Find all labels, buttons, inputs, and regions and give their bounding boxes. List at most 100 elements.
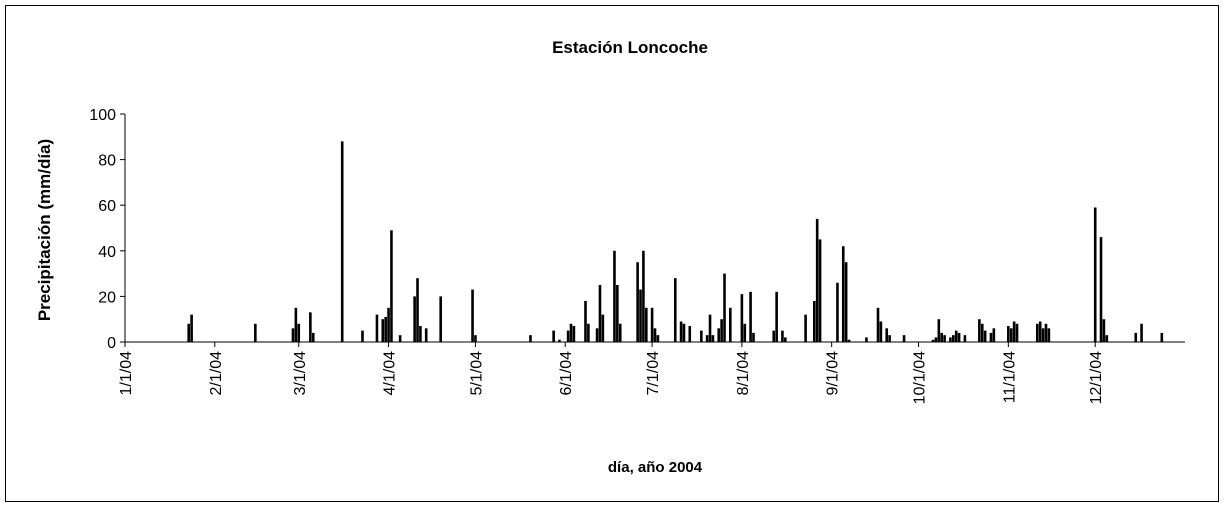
bar <box>688 326 692 342</box>
bar <box>989 332 993 342</box>
bar <box>613 250 616 342</box>
bar <box>424 328 428 342</box>
x-tick-label: 1/1/04 <box>118 351 135 396</box>
x-tick-label: 12/1/04 <box>1088 351 1105 404</box>
x-tick-label: 3/1/04 <box>292 351 309 396</box>
bar <box>190 314 193 342</box>
bar <box>291 328 295 342</box>
bar <box>752 332 755 342</box>
bar <box>717 328 721 342</box>
y-tick-label: 20 <box>98 289 116 306</box>
bar <box>1047 328 1051 342</box>
bar <box>679 321 683 342</box>
bar <box>723 273 726 342</box>
x-tick-label: 9/1/04 <box>825 351 842 396</box>
bar <box>439 296 442 342</box>
bar <box>902 335 906 342</box>
bar <box>1044 323 1048 342</box>
bar <box>992 328 996 342</box>
bar <box>876 307 880 342</box>
bar <box>558 339 561 342</box>
bar <box>682 323 686 342</box>
bar <box>381 319 385 342</box>
bar <box>187 323 191 342</box>
bar <box>639 289 642 342</box>
y-axis-label: Precipitación (mm/día) <box>35 139 54 321</box>
bar <box>572 326 576 342</box>
bar <box>963 335 967 342</box>
bar <box>949 337 952 342</box>
bar <box>1160 332 1164 342</box>
bar <box>1105 335 1109 342</box>
bar <box>888 335 891 342</box>
bar <box>781 330 784 342</box>
bar <box>384 316 387 342</box>
bar <box>879 321 883 342</box>
bar <box>387 307 390 342</box>
x-tick-label: 10/1/04 <box>912 351 929 404</box>
bar <box>1038 321 1042 342</box>
bar <box>815 218 819 342</box>
bar <box>818 239 822 342</box>
x-tick-label: 11/1/04 <box>1001 351 1018 403</box>
bar <box>954 330 958 342</box>
bar <box>1140 323 1143 342</box>
bar <box>587 323 590 342</box>
bar <box>841 246 845 342</box>
bar <box>569 323 573 342</box>
y-tick-label: 100 <box>89 107 116 124</box>
bar <box>952 335 955 342</box>
x-tick-label: 6/1/04 <box>558 351 575 396</box>
bar <box>957 332 961 342</box>
bar <box>1009 328 1013 342</box>
bar <box>1007 326 1010 342</box>
bar <box>836 282 839 342</box>
bar <box>1099 237 1103 342</box>
bar <box>812 300 816 342</box>
bar <box>294 307 298 342</box>
bar <box>618 323 622 342</box>
bar <box>309 312 312 342</box>
chart-title: Estación Loncoche <box>552 38 708 57</box>
bar <box>601 314 605 342</box>
bar <box>552 330 555 342</box>
bar <box>598 285 602 342</box>
bar <box>650 307 654 342</box>
bar <box>636 262 639 342</box>
bar <box>419 326 422 342</box>
bar <box>616 285 619 342</box>
bar <box>983 330 987 342</box>
bar <box>595 328 599 342</box>
bar <box>865 337 868 342</box>
bar <box>656 335 660 342</box>
x-axis-label: día, año 2004 <box>608 459 703 476</box>
bar <box>673 278 677 342</box>
bar <box>311 332 315 342</box>
bar <box>297 323 301 342</box>
bar <box>1102 319 1106 342</box>
bar <box>1093 207 1097 342</box>
bar <box>653 328 657 342</box>
bar <box>1015 323 1019 342</box>
bar <box>711 335 715 342</box>
bar <box>885 328 888 342</box>
bar <box>340 141 344 342</box>
y-tick-label: 60 <box>98 198 116 215</box>
bar <box>749 291 752 342</box>
bar <box>584 300 587 342</box>
bar <box>361 330 364 342</box>
bar <box>740 294 744 342</box>
bar <box>978 319 981 342</box>
bar <box>708 314 712 342</box>
bar <box>700 330 703 342</box>
bar <box>937 319 941 342</box>
bar <box>642 250 645 342</box>
bar <box>705 335 709 342</box>
bar <box>1041 328 1045 342</box>
bar <box>772 330 776 342</box>
bar <box>471 289 474 342</box>
bar <box>931 339 935 342</box>
bar <box>398 335 402 342</box>
y-tick-label: 0 <box>107 335 116 352</box>
